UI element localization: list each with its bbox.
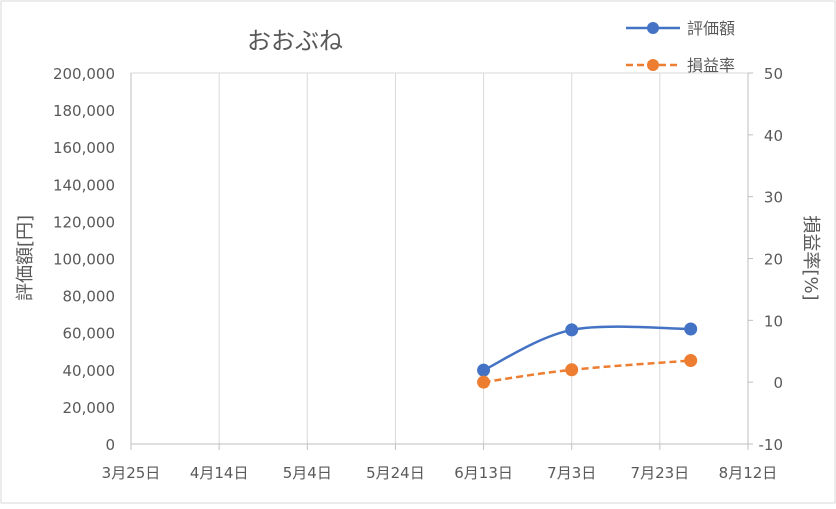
legend-label-1: 評価額 <box>687 19 735 38</box>
x-tick-label: 4月14日 <box>190 464 249 482</box>
y-left-ticks: 0 20,000 40,000 60,000 80,000 100,000 120,000 1… <box>53 65 115 454</box>
y-left-tick-label: 200,000 <box>53 65 115 83</box>
y-left-tick-label: 20,000 <box>63 399 116 417</box>
x-tick-label: 7月3日 <box>547 464 596 482</box>
x-ticks: 3月25日 4月14日 5月4日 5月24日 6月13日 7月3日 7月23日 8月12日 <box>102 444 778 482</box>
y-left-tick-label: 60,000 <box>63 325 116 343</box>
x-tick-label: 8月12日 <box>719 464 778 482</box>
legend-label-2: 損益率 <box>687 56 735 75</box>
series-point-2 <box>684 354 698 368</box>
y-right-tick-label: 10 <box>764 312 783 330</box>
series-point-1 <box>477 363 491 377</box>
chart-title: おおぶね <box>247 27 343 55</box>
series-point-1 <box>565 323 579 337</box>
x-tick-label: 7月23日 <box>631 464 690 482</box>
y-left-tick-label: 100,000 <box>53 251 115 269</box>
y-right-tick-label: 30 <box>764 189 783 207</box>
legend-marker-1 <box>647 22 659 34</box>
series-point-2 <box>565 363 579 377</box>
y-left-tick-label: 0 <box>105 436 115 454</box>
y-right-axis-label: 損益率[%] <box>800 215 821 300</box>
series-point-2 <box>477 375 491 389</box>
y-left-tick-label: 160,000 <box>53 139 115 157</box>
x-tick-label: 5月4日 <box>283 464 332 482</box>
y-left-tick-label: 40,000 <box>63 362 116 380</box>
y-right-tick-label: -10 <box>759 436 784 454</box>
y-left-tick-label: 120,000 <box>53 213 115 231</box>
y-right-ticks: -10 0 10 20 30 40 50 <box>748 65 783 454</box>
y-right-tick-label: 0 <box>773 374 783 392</box>
series-group <box>477 322 698 389</box>
x-tick-label: 6月13日 <box>454 464 513 482</box>
y-right-tick-label: 20 <box>764 251 783 269</box>
legend-marker-2 <box>647 59 659 71</box>
y-left-tick-label: 140,000 <box>53 176 115 194</box>
y-left-axis-label: 評価額[円] <box>15 215 36 301</box>
y-right-tick-label: 50 <box>764 65 783 83</box>
y-left-tick-label: 80,000 <box>63 288 116 306</box>
series-point-1 <box>684 322 698 336</box>
x-tick-label: 5月24日 <box>366 464 425 482</box>
x-tick-label: 3月25日 <box>102 464 161 482</box>
y-right-tick-label: 40 <box>764 127 783 145</box>
y-left-tick-label: 180,000 <box>53 102 115 120</box>
